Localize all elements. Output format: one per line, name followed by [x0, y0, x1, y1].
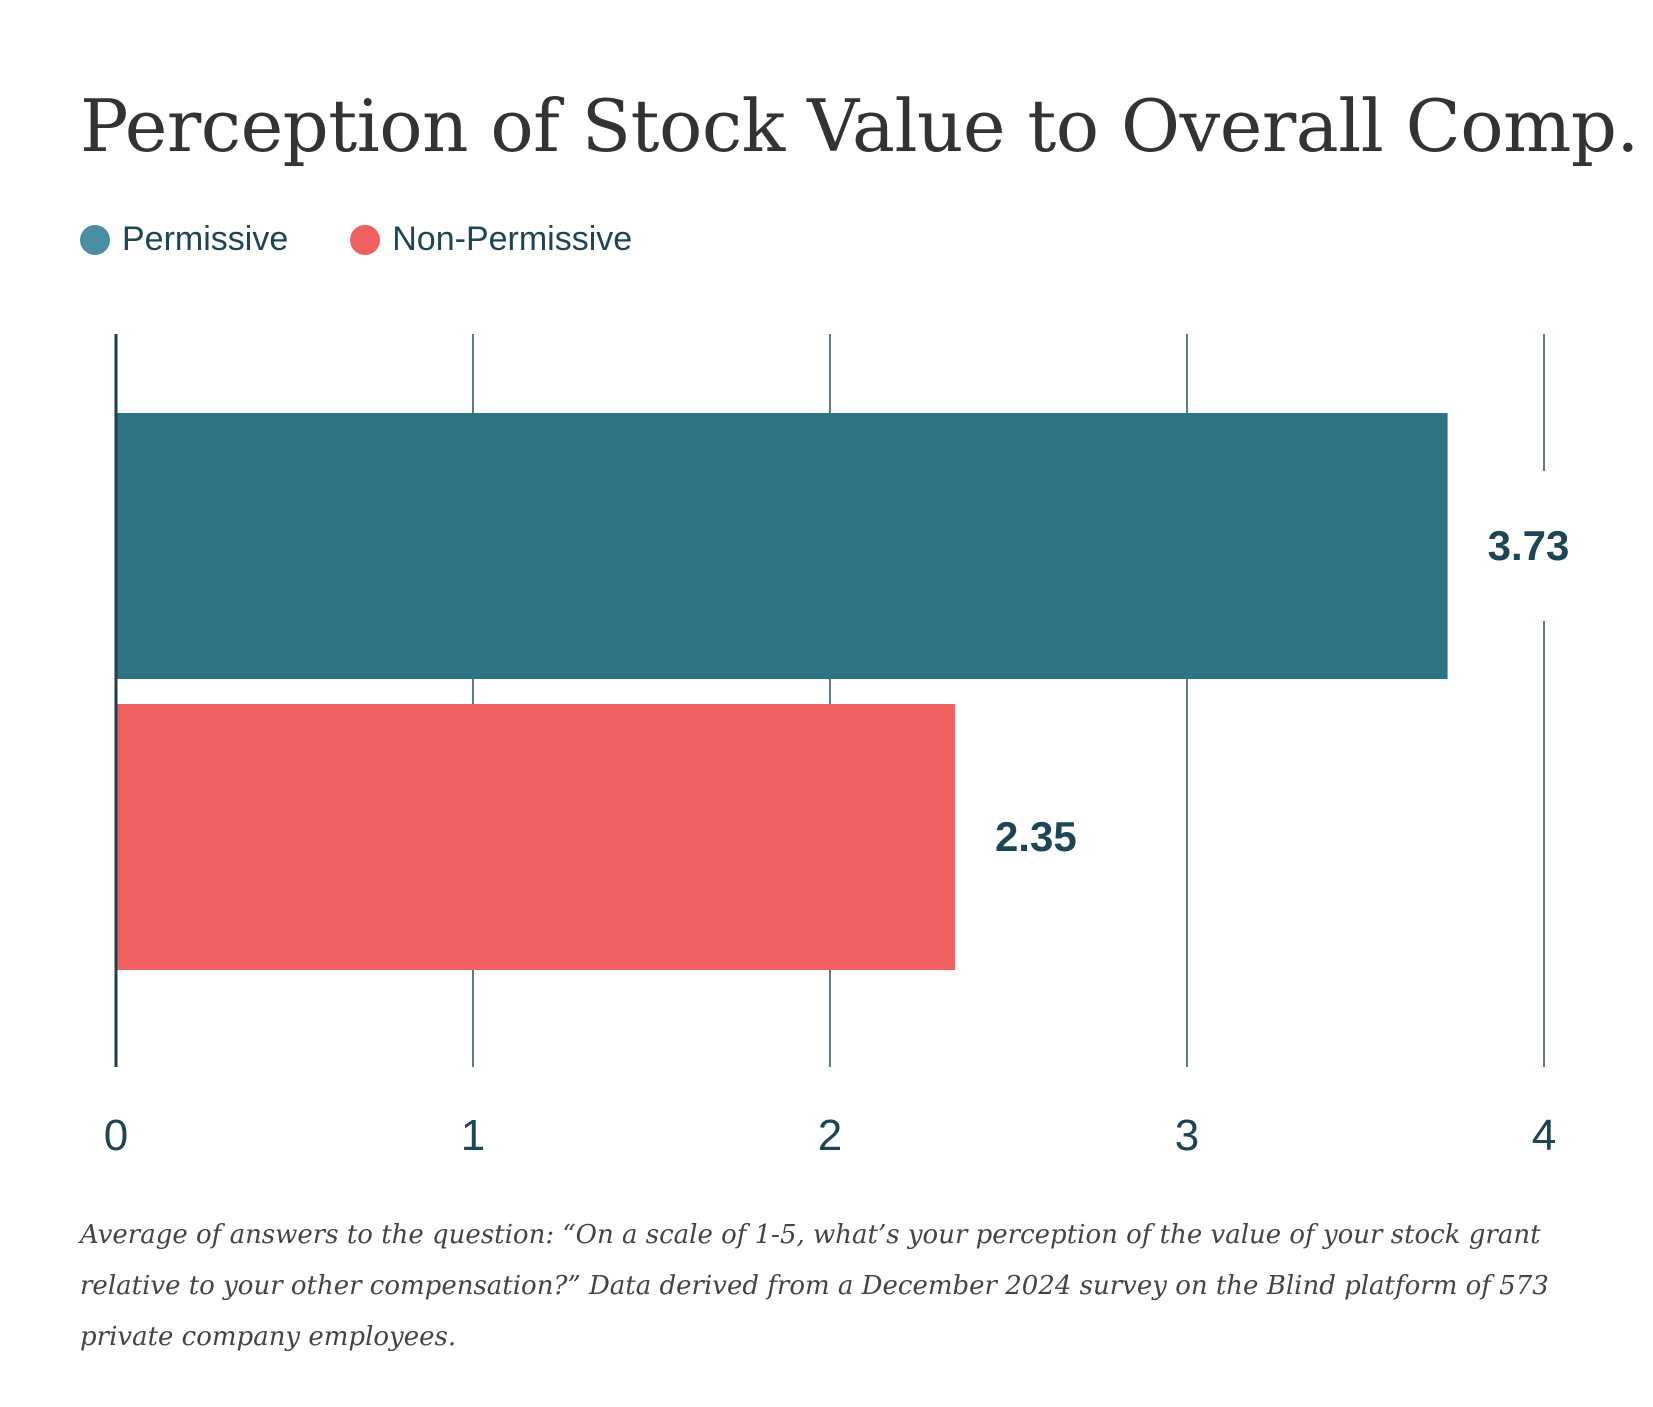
bar-chart: 3.73 2.35 0 1 2 3 4 — [103, 334, 1588, 1160]
legend-item-non-permissive: Non-Permissive — [350, 220, 632, 259]
x-tick-label-2: 2 — [818, 1111, 842, 1160]
bar-non-permissive — [116, 704, 955, 970]
legend-item-permissive: Permissive — [80, 220, 288, 259]
value-label-non-permissive: 2.35 — [995, 813, 1077, 860]
x-tick-label-3: 3 — [1175, 1111, 1199, 1160]
x-tick-label-4: 4 — [1532, 1111, 1556, 1160]
legend-swatch-non-permissive — [350, 224, 381, 255]
chart-title: Perception of Stock Value to Overall Com… — [80, 84, 1639, 168]
x-tick-label-1: 1 — [461, 1111, 485, 1160]
x-tick-label-0: 0 — [104, 1111, 128, 1160]
bar-permissive — [116, 413, 1448, 679]
value-label-mask-0 — [1475, 471, 1588, 621]
legend-label-permissive: Permissive — [122, 220, 289, 258]
legend: Permissive Non-Permissive — [80, 220, 694, 259]
legend-label-non-permissive: Non-Permissive — [392, 220, 633, 258]
chart-caption: Average of answers to the question: “On … — [80, 1220, 1549, 1352]
legend-swatch-permissive — [80, 224, 110, 255]
value-label-permissive: 3.73 — [1488, 522, 1570, 569]
